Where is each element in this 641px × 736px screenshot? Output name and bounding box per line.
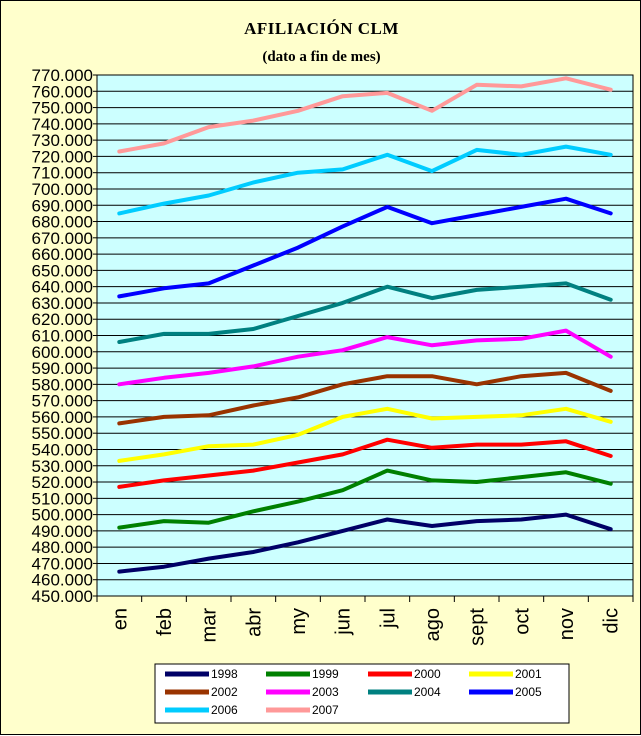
y-tick-label: 490.000	[32, 522, 93, 541]
legend: 1998 1999 2000 2001 2002 2003 2004 2005 2006 2007	[165, 667, 542, 717]
x-tick-label: ago	[422, 608, 444, 641]
series-layer	[117, 76, 613, 574]
y-tick-label: 680.000	[32, 213, 93, 232]
legend-label-2006: 2006	[211, 703, 238, 717]
y-tick-label: 530.000	[32, 457, 93, 476]
y-tick-label: 540.000	[32, 440, 93, 459]
series-line-2000	[117, 437, 613, 489]
series-line-2003	[117, 328, 613, 387]
y-tick-label: 690.000	[32, 196, 93, 215]
chart-title: AFILIACIÓN CLM	[244, 19, 399, 38]
y-tick-label: 450.000	[32, 587, 93, 606]
y-tick-label: 570.000	[32, 392, 93, 411]
x-tick-label: en	[109, 608, 131, 630]
x-tick-label: sept	[467, 608, 489, 646]
y-tick-label: 770.000	[32, 66, 93, 85]
y-tick-label: 460.000	[32, 571, 93, 590]
legend-label-2007: 2007	[312, 703, 339, 717]
x-tick-label: nov	[556, 608, 578, 640]
legend-label-2001: 2001	[515, 667, 542, 681]
x-tick-label: my	[288, 608, 310, 635]
y-tick-label: 760.000	[32, 82, 93, 101]
x-tick-label: abr	[243, 608, 265, 637]
y-axis-ticks: 450.000460.000470.000480.000490.000500.0…	[32, 66, 97, 606]
y-tick-label: 620.000	[32, 310, 93, 329]
legend-label-2000: 2000	[414, 667, 441, 681]
y-tick-label: 560.000	[32, 408, 93, 427]
y-tick-label: 580.000	[32, 375, 93, 394]
legend-label-2002: 2002	[211, 685, 238, 699]
y-tick-label: 670.000	[32, 229, 93, 248]
series-line-1999	[117, 468, 613, 530]
y-tick-label: 630.000	[32, 294, 93, 313]
legend-label-2004: 2004	[414, 685, 441, 699]
x-tick-label: mar	[199, 608, 221, 643]
y-tick-label: 610.000	[32, 327, 93, 346]
x-tick-label: oct	[511, 608, 533, 635]
y-tick-label: 650.000	[32, 261, 93, 280]
y-tick-label: 550.000	[32, 424, 93, 443]
x-tick-label: jul	[377, 608, 399, 629]
y-tick-label: 660.000	[32, 245, 93, 264]
series-line-2006	[117, 144, 613, 216]
y-tick-label: 600.000	[32, 343, 93, 362]
y-tick-label: 590.000	[32, 359, 93, 378]
series-line-1998	[117, 512, 613, 574]
legend-label-1999: 1999	[312, 667, 339, 681]
y-tick-label: 470.000	[32, 554, 93, 573]
series-line-2004	[117, 281, 613, 344]
y-tick-label: 520.000	[32, 473, 93, 492]
legend-label-2003: 2003	[312, 685, 339, 699]
series-line-2007	[117, 76, 613, 154]
series-line-2005	[117, 196, 613, 299]
legend-label-2005: 2005	[515, 685, 542, 699]
y-tick-label: 700.000	[32, 180, 93, 199]
x-tick-label: dic	[601, 608, 623, 634]
x-tick-label: jun	[333, 608, 355, 636]
series-line-2001	[117, 406, 613, 463]
y-tick-label: 480.000	[32, 538, 93, 557]
y-tick-label: 720.000	[32, 147, 93, 166]
y-tick-label: 500.000	[32, 506, 93, 525]
y-tick-label: 510.000	[32, 489, 93, 508]
y-tick-label: 730.000	[32, 131, 93, 150]
y-tick-label: 710.000	[32, 164, 93, 183]
chart-subtitle: (dato a fin de mes)	[262, 49, 381, 65]
y-tick-label: 750.000	[32, 99, 93, 118]
legend-label-1998: 1998	[211, 667, 238, 681]
series-line-2002	[117, 370, 613, 426]
y-tick-label: 640.000	[32, 278, 93, 297]
x-tick-label: feb	[154, 608, 176, 636]
y-tick-label: 740.000	[32, 115, 93, 134]
x-axis-ticks: en feb mar abr my jun jul ago sept oct nov dic	[96, 596, 634, 646]
